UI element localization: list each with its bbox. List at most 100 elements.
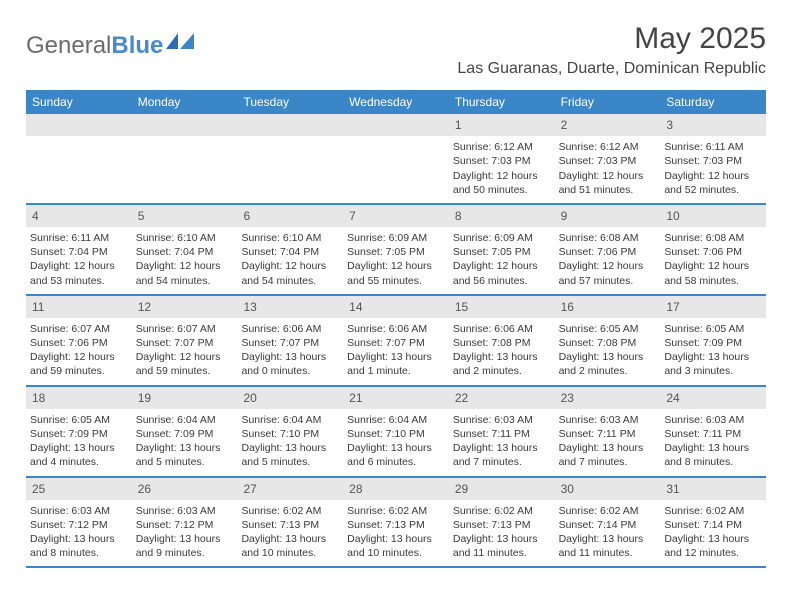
sunrise-line: Sunrise: 6:07 AM bbox=[30, 322, 128, 336]
day-cell: 13Sunrise: 6:06 AMSunset: 7:07 PMDayligh… bbox=[237, 296, 343, 385]
day-cell bbox=[132, 114, 238, 203]
day-cell: 20Sunrise: 6:04 AMSunset: 7:10 PMDayligh… bbox=[237, 387, 343, 476]
day-number: 20 bbox=[237, 387, 343, 409]
daylight-line: Daylight: 12 hours and 53 minutes. bbox=[30, 259, 128, 287]
daylight-line: Daylight: 13 hours and 10 minutes. bbox=[347, 532, 445, 560]
sunrise-line: Sunrise: 6:04 AM bbox=[241, 413, 339, 427]
daylight-line: Daylight: 13 hours and 7 minutes. bbox=[559, 441, 657, 469]
day-cell: 29Sunrise: 6:02 AMSunset: 7:13 PMDayligh… bbox=[449, 478, 555, 567]
sunset-line: Sunset: 7:03 PM bbox=[453, 154, 551, 168]
day-number: 14 bbox=[343, 296, 449, 318]
daylight-line: Daylight: 12 hours and 50 minutes. bbox=[453, 169, 551, 197]
sunrise-line: Sunrise: 6:07 AM bbox=[136, 322, 234, 336]
day-number: 16 bbox=[555, 296, 661, 318]
daylight-line: Daylight: 12 hours and 55 minutes. bbox=[347, 259, 445, 287]
day-cell: 17Sunrise: 6:05 AMSunset: 7:09 PMDayligh… bbox=[660, 296, 766, 385]
sunrise-line: Sunrise: 6:04 AM bbox=[347, 413, 445, 427]
day-number: 9 bbox=[555, 205, 661, 227]
day-cell: 2Sunrise: 6:12 AMSunset: 7:03 PMDaylight… bbox=[555, 114, 661, 203]
day-number: 8 bbox=[449, 205, 555, 227]
location-text: Las Guaranas, Duarte, Dominican Republic bbox=[457, 60, 766, 78]
daylight-line: Daylight: 13 hours and 1 minute. bbox=[347, 350, 445, 378]
day-number: 21 bbox=[343, 387, 449, 409]
sunset-line: Sunset: 7:12 PM bbox=[30, 518, 128, 532]
daylight-line: Daylight: 12 hours and 54 minutes. bbox=[136, 259, 234, 287]
logo-text: GeneralBlue bbox=[26, 32, 163, 60]
day-cell bbox=[26, 114, 132, 203]
sunrise-line: Sunrise: 6:02 AM bbox=[559, 504, 657, 518]
sunset-line: Sunset: 7:03 PM bbox=[664, 154, 762, 168]
week-row: 4Sunrise: 6:11 AMSunset: 7:04 PMDaylight… bbox=[26, 205, 766, 296]
weekday-header: Saturday bbox=[660, 90, 766, 114]
day-number: 18 bbox=[26, 387, 132, 409]
day-cell: 15Sunrise: 6:06 AMSunset: 7:08 PMDayligh… bbox=[449, 296, 555, 385]
day-cell: 4 Sunrise: 6:11 AMSunset: 7:04 PMDaylight… bbox=[26, 205, 132, 294]
sunset-line: Sunset: 7:06 PM bbox=[559, 245, 657, 259]
day-number: 6 bbox=[237, 205, 343, 227]
sunset-line: Sunset: 7:11 PM bbox=[559, 427, 657, 441]
day-number: 4 bbox=[26, 205, 132, 227]
sunrise-line: Sunrise: 6:11 AM bbox=[30, 231, 128, 245]
day-cell: 22Sunrise: 6:03 AMSunset: 7:11 PMDayligh… bbox=[449, 387, 555, 476]
daylight-line: Daylight: 13 hours and 5 minutes. bbox=[136, 441, 234, 469]
day-number: 29 bbox=[449, 478, 555, 500]
sunrise-line: Sunrise: 6:02 AM bbox=[241, 504, 339, 518]
day-number: 1 bbox=[449, 114, 555, 136]
day-number: 26 bbox=[132, 478, 238, 500]
sunset-line: Sunset: 7:09 PM bbox=[664, 336, 762, 350]
sunrise-line: Sunrise: 6:11 AM bbox=[664, 140, 762, 154]
day-cell bbox=[343, 114, 449, 203]
sunset-line: Sunset: 7:04 PM bbox=[30, 245, 128, 259]
weekday-header-row: SundayMondayTuesdayWednesdayThursdayFrid… bbox=[26, 90, 766, 114]
weekday-header: Wednesday bbox=[343, 90, 449, 114]
day-cell: 21Sunrise: 6:04 AMSunset: 7:10 PMDayligh… bbox=[343, 387, 449, 476]
day-number bbox=[26, 114, 132, 136]
daylight-line: Daylight: 13 hours and 10 minutes. bbox=[241, 532, 339, 560]
day-cell: 10Sunrise: 6:08 AMSunset: 7:06 PMDayligh… bbox=[660, 205, 766, 294]
sunrise-line: Sunrise: 6:10 AM bbox=[136, 231, 234, 245]
day-number: 10 bbox=[660, 205, 766, 227]
daylight-line: Daylight: 13 hours and 7 minutes. bbox=[453, 441, 551, 469]
sunset-line: Sunset: 7:13 PM bbox=[453, 518, 551, 532]
daylight-line: Daylight: 12 hours and 51 minutes. bbox=[559, 169, 657, 197]
day-number: 13 bbox=[237, 296, 343, 318]
sunrise-line: Sunrise: 6:04 AM bbox=[136, 413, 234, 427]
day-cell: 14Sunrise: 6:06 AMSunset: 7:07 PMDayligh… bbox=[343, 296, 449, 385]
weeks-container: 1Sunrise: 6:12 AMSunset: 7:03 PMDaylight… bbox=[26, 114, 766, 568]
daylight-line: Daylight: 12 hours and 59 minutes. bbox=[136, 350, 234, 378]
month-title: May 2025 bbox=[457, 22, 766, 56]
sunrise-line: Sunrise: 6:02 AM bbox=[664, 504, 762, 518]
week-row: 25Sunrise: 6:03 AMSunset: 7:12 PMDayligh… bbox=[26, 478, 766, 569]
day-number: 28 bbox=[343, 478, 449, 500]
day-number: 22 bbox=[449, 387, 555, 409]
day-cell: 31Sunrise: 6:02 AMSunset: 7:14 PMDayligh… bbox=[660, 478, 766, 567]
daylight-line: Daylight: 12 hours and 57 minutes. bbox=[559, 259, 657, 287]
weekday-header: Monday bbox=[132, 90, 238, 114]
sunset-line: Sunset: 7:03 PM bbox=[559, 154, 657, 168]
daylight-line: Daylight: 12 hours and 52 minutes. bbox=[664, 169, 762, 197]
day-number: 25 bbox=[26, 478, 132, 500]
sunset-line: Sunset: 7:06 PM bbox=[30, 336, 128, 350]
day-number: 3 bbox=[660, 114, 766, 136]
sunrise-line: Sunrise: 6:06 AM bbox=[347, 322, 445, 336]
day-number: 12 bbox=[132, 296, 238, 318]
header-row: GeneralBlue May 2025 Las Guaranas, Duart… bbox=[26, 22, 766, 78]
weekday-header: Thursday bbox=[449, 90, 555, 114]
day-cell: 11Sunrise: 6:07 AMSunset: 7:06 PMDayligh… bbox=[26, 296, 132, 385]
sunset-line: Sunset: 7:10 PM bbox=[241, 427, 339, 441]
sunrise-line: Sunrise: 6:02 AM bbox=[347, 504, 445, 518]
day-cell: 28Sunrise: 6:02 AMSunset: 7:13 PMDayligh… bbox=[343, 478, 449, 567]
day-number: 2 bbox=[555, 114, 661, 136]
daylight-line: Daylight: 12 hours and 58 minutes. bbox=[664, 259, 762, 287]
sunset-line: Sunset: 7:07 PM bbox=[241, 336, 339, 350]
day-cell: 25Sunrise: 6:03 AMSunset: 7:12 PMDayligh… bbox=[26, 478, 132, 567]
daylight-line: Daylight: 13 hours and 2 minutes. bbox=[453, 350, 551, 378]
day-cell: 16Sunrise: 6:05 AMSunset: 7:08 PMDayligh… bbox=[555, 296, 661, 385]
sunrise-line: Sunrise: 6:03 AM bbox=[559, 413, 657, 427]
sunrise-line: Sunrise: 6:03 AM bbox=[30, 504, 128, 518]
day-cell: 8Sunrise: 6:09 AMSunset: 7:05 PMDaylight… bbox=[449, 205, 555, 294]
day-cell: 26Sunrise: 6:03 AMSunset: 7:12 PMDayligh… bbox=[132, 478, 238, 567]
sunrise-line: Sunrise: 6:03 AM bbox=[136, 504, 234, 518]
sunrise-line: Sunrise: 6:09 AM bbox=[347, 231, 445, 245]
sunset-line: Sunset: 7:12 PM bbox=[136, 518, 234, 532]
